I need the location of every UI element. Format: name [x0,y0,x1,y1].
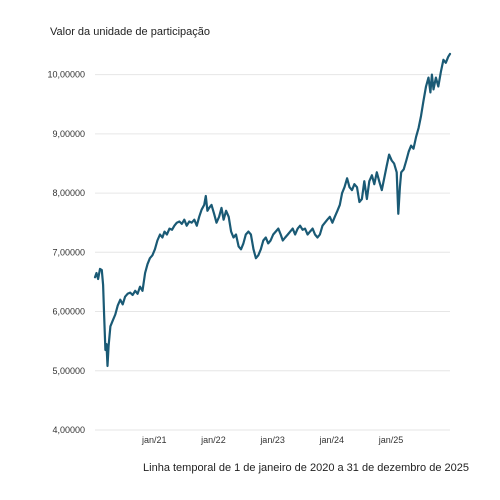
y-tick-label: 4,00000 [52,425,85,435]
y-tick-label: 7,00000 [52,247,85,257]
x-tick-label: jan/21 [141,435,167,445]
series-group [93,52,452,368]
y-tick-label: 5,00000 [52,366,85,376]
y-tick-label: 10,00000 [47,70,85,80]
y-axis-label: Valor da unidade de participação [50,26,210,38]
x-tick-labels: jan/21 jan/22 jan/23 jan/24 jan/25 [141,435,403,445]
series-line [93,52,452,368]
gridlines [95,74,450,431]
y-tick-label: 6,00000 [52,307,85,317]
x-tick-label: jan/25 [378,435,404,445]
x-tick-label: jan/24 [318,435,344,445]
y-tick-label: 9,00000 [52,129,85,139]
y-tick-label: 8,00000 [52,188,85,198]
x-tick-label: jan/22 [200,435,226,445]
x-tick-label: jan/23 [259,435,285,445]
timeline-caption: Linha temporal de 1 de janeiro de 2020 a… [143,462,469,474]
y-tick-labels: 4,00000 5,00000 6,00000 7,00000 8,00000 9,000… [47,70,85,435]
